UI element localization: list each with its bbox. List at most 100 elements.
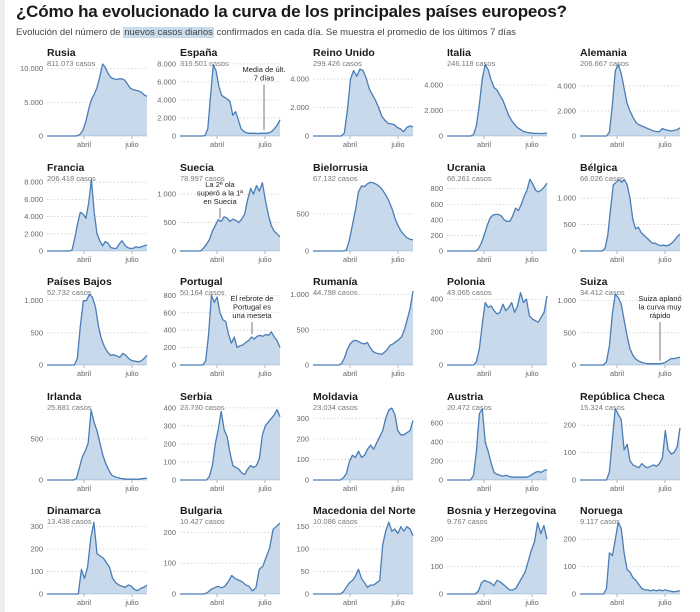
y-tick-label: 0 [172,361,176,370]
area-fill [180,64,280,136]
y-tick-label: 100 [563,448,576,457]
y-tick-label: 0 [572,132,576,141]
x-tick-label: abril [210,255,225,264]
country-total: 52.732 casos [47,288,92,297]
country-total: 50.164 casos [180,288,225,297]
area-fill [313,182,413,251]
y-tick-label: 5.000 [24,98,43,107]
y-tick-label: 1.000 [557,194,576,203]
subtitle-text-after: confirmados en cada día. Se muestra el p… [213,27,516,38]
x-tick-label: abril [343,255,358,264]
x-tick-label: julio [657,369,671,378]
subtitle-highlight: nuevos casos diarios [123,27,214,38]
y-tick-label: 0 [439,476,443,485]
country-total: 206.418 casos [47,174,96,183]
y-tick-label: 100 [296,455,309,464]
country-total: 25.881 casos [47,403,92,412]
x-tick-label: abril [610,369,625,378]
country-total: 43.065 casos [447,288,492,297]
subtitle-text-before: Evolución del número de [16,27,124,38]
x-tick-label: abril [77,484,92,493]
y-tick-label: 2.000 [290,103,309,112]
y-tick-label: 0 [172,132,176,141]
country-name: Rumanía [313,276,358,288]
x-tick-label: abril [210,369,225,378]
annotation-text: en Suecia [203,197,237,206]
y-tick-label: 2.000 [424,106,443,115]
x-tick-label: abril [77,598,92,607]
area-fill [580,408,680,480]
x-tick-label: julio [390,369,404,378]
y-tick-label: 6.000 [157,77,176,86]
series-line [447,408,548,481]
y-tick-label: 0 [439,247,443,256]
country-name: Rusia [47,47,76,59]
x-tick-label: julio [657,598,671,607]
area-fill [447,408,547,480]
y-tick-label: 500 [163,218,176,227]
country-name: Suecia [180,162,214,174]
country-total: 246.118 casos [447,59,495,68]
y-tick-label: 200 [430,231,443,240]
country-name: Bosnia y Herzegovina [447,505,556,517]
y-tick-label: 200 [430,457,443,466]
y-tick-label: 100 [163,559,176,568]
area-fill [580,179,680,251]
country-name: Suiza [580,276,608,288]
country-total: 13.438 casos [47,517,92,526]
x-tick-label: julio [257,598,271,607]
y-tick-label: 200 [163,439,176,448]
area-fill [580,522,680,594]
y-tick-label: 1.000 [24,296,43,305]
y-tick-label: 0 [39,361,43,370]
x-tick-label: abril [343,598,358,607]
y-tick-label: 0 [39,247,43,256]
country-name: Alemania [580,47,627,59]
y-tick-label: 200 [30,545,43,554]
x-tick-label: julio [657,484,671,493]
x-tick-label: abril [477,255,492,264]
country-total: 66.026 casos [580,174,625,183]
country-total: 299.426 casos [313,59,362,68]
country-name: Bulgaria [180,505,222,517]
y-tick-label: 0 [572,247,576,256]
country-total: 20.472 casos [447,403,492,412]
country-name: Irlanda [47,391,82,403]
x-tick-label: abril [77,255,92,264]
annotation-text: 7 días [254,74,275,83]
area-fill [447,522,547,594]
area-fill [47,410,147,480]
country-name: Bielorrusia [313,162,368,174]
x-tick-label: julio [257,255,271,264]
annotation-text: La 2ª ola [205,180,235,189]
y-tick-label: 300 [163,421,176,430]
y-tick-label: 400 [430,295,443,304]
y-tick-label: 0 [305,361,309,370]
annotation-text: rápido [650,311,671,320]
annotation-text: Portugal es [233,303,271,312]
y-tick-label: 0 [305,247,309,256]
country-name: Ucrania [447,162,486,174]
country-name: Bélgica [580,162,618,174]
y-tick-label: 4.000 [557,81,576,90]
x-tick-label: abril [610,484,625,493]
y-tick-label: 2.000 [24,229,43,238]
y-tick-label: 0 [305,132,309,141]
x-tick-label: abril [343,484,358,493]
y-tick-label: 0 [572,590,576,599]
x-tick-label: abril [477,598,492,607]
country-name: Dinamarca [47,505,101,517]
y-tick-label: 200 [563,421,576,430]
